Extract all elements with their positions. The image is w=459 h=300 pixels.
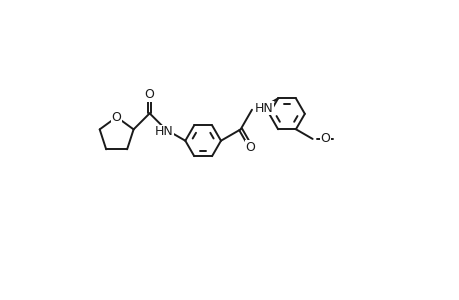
- Text: HN: HN: [254, 102, 273, 115]
- Text: O: O: [320, 132, 330, 146]
- Text: O: O: [145, 88, 154, 101]
- Text: O: O: [245, 141, 255, 154]
- Text: HN: HN: [154, 125, 173, 138]
- Text: O: O: [112, 111, 121, 124]
